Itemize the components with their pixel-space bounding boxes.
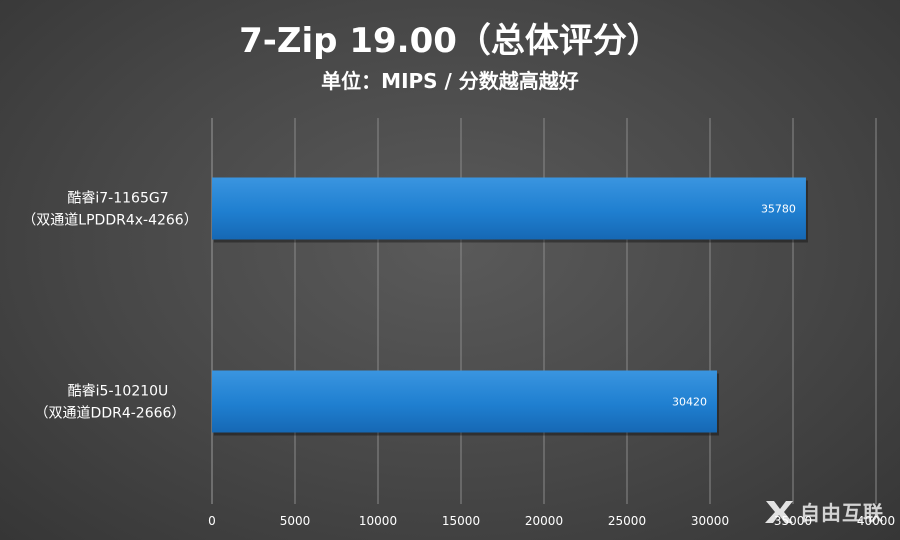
category-label-line1: 酷睿i5-10210U bbox=[68, 384, 169, 400]
x-tick-label: 20000 bbox=[525, 514, 563, 528]
watermark-text: 自由互联 bbox=[800, 501, 884, 525]
bar-value-label: 35780 bbox=[761, 203, 796, 216]
bars-group: 35780 30420 bbox=[212, 177, 808, 436]
x-tick-label: 30000 bbox=[691, 514, 729, 528]
category-labels: 酷睿i7-1165G7 （双通道LPDDR4x-4266） 酷睿i5-10210U （… bbox=[22, 191, 197, 422]
bar-value-label: 30420 bbox=[672, 396, 707, 409]
chart-title: 7-Zip 19.00（总体评分） bbox=[239, 21, 661, 61]
bar bbox=[212, 370, 717, 433]
x-tick-label: 0 bbox=[208, 514, 216, 528]
x-tick-label: 10000 bbox=[359, 514, 397, 528]
bar bbox=[212, 177, 806, 240]
x-tick-label: 5000 bbox=[280, 514, 311, 528]
watermark: 自由互联 bbox=[764, 497, 884, 526]
category-label-line2: （双通道LPDDR4x-4266） bbox=[22, 213, 197, 229]
category-label-line2: （双通道DDR4-2666） bbox=[35, 406, 186, 422]
x-tick-label: 40000 bbox=[857, 514, 895, 528]
x-tick-label: 15000 bbox=[442, 514, 480, 528]
x-tick-labels: 0 5000 10000 15000 20000 25000 30000 35000 40000 bbox=[208, 514, 895, 528]
grid-lines bbox=[211, 118, 877, 504]
x-tick-label: 25000 bbox=[608, 514, 646, 528]
chart-subtitle: 单位：MIPS / 分数越高越好 bbox=[321, 69, 579, 93]
category-label-line1: 酷睿i7-1165G7 bbox=[67, 191, 168, 207]
x-logo-icon bbox=[765, 500, 793, 523]
